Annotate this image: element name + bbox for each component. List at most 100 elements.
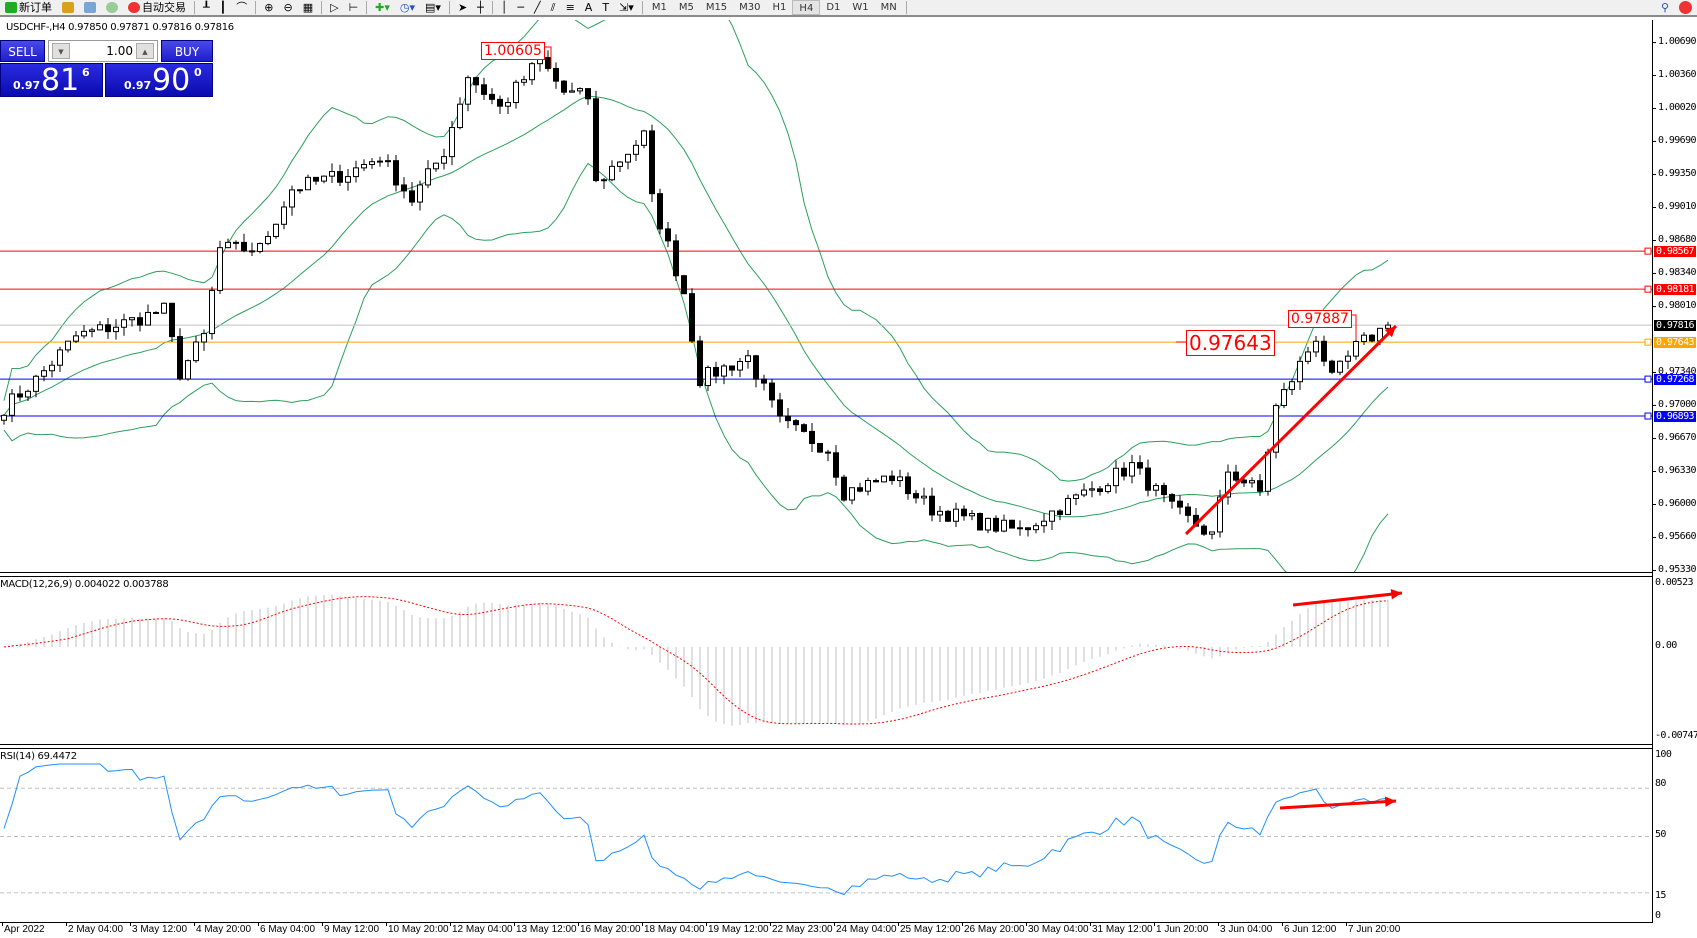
timeframe-mn[interactable]: MN <box>880 2 897 13</box>
timeframe-h1[interactable]: H1 <box>772 2 787 13</box>
bullish-candle <box>985 517 991 531</box>
bearish-candle <box>697 340 703 387</box>
timeframe-m5[interactable]: M5 <box>678 2 694 13</box>
sell-price[interactable]: 0.97 81 6 <box>0 63 103 98</box>
time-axis-label: 4 May 20:00 <box>196 924 252 935</box>
rsi-pane[interactable]: RSI(14) 69.4472 <box>0 748 1652 923</box>
bullish-candle <box>417 184 423 203</box>
trendline-button[interactable]: ╱ <box>534 1 541 14</box>
crosshair-button[interactable]: ┼ <box>477 1 484 14</box>
periods-button[interactable]: ◷▾ <box>399 1 416 14</box>
candlestick-button[interactable]: ┃ <box>219 1 227 14</box>
bullish-candle <box>113 326 119 333</box>
price-axis-tick: 0.98680 <box>1658 234 1697 245</box>
timeframe-m30[interactable]: M30 <box>739 2 761 13</box>
price-axis-tick: 0.96000 <box>1658 498 1697 509</box>
price-chart-pane[interactable] <box>0 20 1652 573</box>
chart-shift-button[interactable]: ⊢ <box>348 1 359 14</box>
timeframe-d1[interactable]: D1 <box>826 2 841 13</box>
autoscroll-button[interactable]: ▷ <box>330 1 339 14</box>
bullish-candle <box>97 324 103 331</box>
bullish-candle <box>1265 451 1271 492</box>
horizontal-line-button[interactable]: ─ <box>517 1 525 14</box>
bar-chart-button[interactable]: ┸ <box>203 1 210 14</box>
recent-high-price-label[interactable]: 0.97887 <box>1288 310 1352 328</box>
bearish-candle <box>1201 525 1207 535</box>
line-chart-button[interactable]: ⌒ <box>236 1 248 14</box>
bullish-candle <box>1073 494 1079 499</box>
bearish-candle <box>409 190 415 203</box>
separator <box>194 1 195 14</box>
market-watch-button[interactable] <box>57 0 79 15</box>
macd-pane[interactable]: MACD(12,26,9) 0.004022 0.003788 <box>0 576 1652 745</box>
rsi-line <box>3 763 1389 896</box>
bullish-candle <box>513 81 519 104</box>
sell-button[interactable]: SELL <box>0 40 45 62</box>
signal-icon <box>106 2 118 13</box>
separator <box>321 1 323 14</box>
bearish-candle <box>497 98 503 107</box>
rsi-arrow <box>1279 799 1397 810</box>
fibonacci-button[interactable]: ⫽ <box>550 1 556 14</box>
price-axis-tick: 0.96330 <box>1658 465 1697 477</box>
timeframe-w1[interactable]: W1 <box>852 2 869 13</box>
auto-trading-button[interactable]: 自动交易 <box>123 0 191 15</box>
fibo-levels-button[interactable]: ≡ <box>565 1 575 14</box>
vertical-line-button[interactable]: │ <box>500 1 508 14</box>
bearish-candle <box>673 240 679 277</box>
macd-axis-tick: 0.00 <box>1655 640 1677 651</box>
bearish-candle <box>1057 510 1063 515</box>
bullish-candle <box>505 102 511 107</box>
bullish-candle <box>1153 485 1159 491</box>
macd-axis-tick: 0.00523 <box>1655 577 1694 588</box>
bullish-candle <box>1113 467 1119 487</box>
buy-price[interactable]: 0.97 90 0 <box>105 63 213 98</box>
signals-button[interactable] <box>101 0 123 15</box>
text-label-button[interactable]: T <box>602 1 610 14</box>
navigator-button[interactable] <box>79 0 101 15</box>
text-button[interactable]: A <box>584 1 593 14</box>
timeframe-h4[interactable]: H4 <box>792 0 821 15</box>
navigator-icon <box>84 2 96 13</box>
bearish-candle <box>241 241 247 252</box>
bearish-candle <box>553 67 559 82</box>
templates-button[interactable]: ▤▾ <box>425 1 441 14</box>
indicators-button[interactable]: ✚▾ <box>375 1 390 14</box>
high-price-label[interactable]: 1.00605 <box>481 42 545 60</box>
macd-chart <box>3 588 1403 726</box>
time-tick-mark <box>1282 922 1283 926</box>
bearish-candle <box>393 160 399 186</box>
bullish-candle <box>185 360 191 380</box>
rsi-axis-tick: 50 <box>1655 829 1666 840</box>
line-handle-icon <box>1644 375 1652 383</box>
cursor-button[interactable]: ➤ <box>457 1 468 14</box>
decrease-lot-button[interactable]: ▼ <box>52 43 70 59</box>
search-icon[interactable]: ⚲ <box>1660 1 1669 14</box>
notification-icon[interactable] <box>1674 0 1697 15</box>
lot-size-input[interactable]: ▼ 1.00 ▲ <box>48 40 158 62</box>
timeframe-m15[interactable]: M15 <box>705 2 728 13</box>
increase-lot-button[interactable]: ▲ <box>136 43 154 59</box>
zoom-out-button[interactable]: ⊖ <box>283 1 293 14</box>
separator <box>448 1 450 14</box>
rsi-arrow-head <box>1384 796 1396 807</box>
new-order-button[interactable]: 新订单 <box>0 0 57 15</box>
bearish-candle <box>1097 488 1103 493</box>
price-axis-tick: 0.96670 <box>1658 432 1697 443</box>
bearish-candle <box>801 424 807 432</box>
tile-windows-button[interactable]: ▦ <box>302 1 314 14</box>
arrows-button[interactable]: ⇲▾ <box>619 1 634 14</box>
buy-button[interactable]: BUY <box>161 40 213 62</box>
bullish-candle <box>161 302 167 314</box>
bullish-candle <box>273 223 279 237</box>
bearish-candle <box>1145 467 1151 491</box>
level-price-label[interactable]: 0.97643 <box>1186 330 1275 356</box>
bullish-candle <box>721 365 727 377</box>
zoom-in-button[interactable]: ⊕ <box>264 1 274 14</box>
bullish-candle <box>1289 381 1295 391</box>
time-tick-mark <box>386 922 387 926</box>
bullish-candle <box>1017 527 1023 530</box>
time-tick-mark <box>1154 922 1155 926</box>
trend-arrow-head <box>1384 326 1396 338</box>
timeframe-m1[interactable]: M1 <box>651 2 667 13</box>
